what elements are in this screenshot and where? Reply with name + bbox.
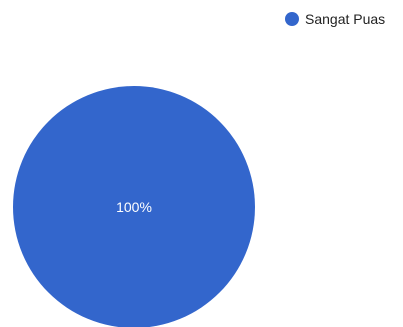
pie-slice-1[interactable] <box>13 86 255 327</box>
slice-label-1: 100% <box>116 199 152 215</box>
pie-slices <box>13 86 255 327</box>
pie-slice-labels: 100% <box>116 199 152 215</box>
legend-label-1: Sangat Puas <box>305 11 385 27</box>
legend: Sangat Puas <box>285 11 385 27</box>
legend-marker-1 <box>285 12 299 26</box>
